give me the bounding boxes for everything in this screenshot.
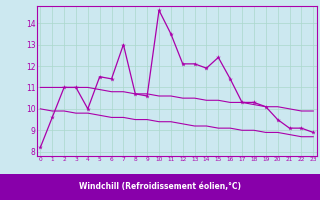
Text: Windchill (Refroidissement éolien,°C): Windchill (Refroidissement éolien,°C) <box>79 182 241 192</box>
